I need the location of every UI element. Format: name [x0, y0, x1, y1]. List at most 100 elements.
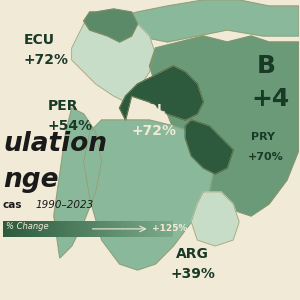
Bar — [66, 220, 68, 237]
Text: ECU: ECU — [24, 34, 55, 47]
Bar — [22, 220, 23, 237]
Bar — [20, 220, 22, 237]
Bar — [61, 220, 63, 237]
Bar — [116, 220, 117, 237]
Bar — [158, 220, 160, 237]
Bar — [124, 220, 126, 237]
Bar — [49, 220, 51, 237]
Bar — [95, 220, 97, 237]
Polygon shape — [149, 36, 299, 216]
Bar — [167, 220, 168, 237]
Bar — [23, 220, 25, 237]
Bar — [110, 220, 112, 237]
Bar — [30, 220, 32, 237]
Bar — [63, 220, 64, 237]
Bar — [112, 220, 114, 237]
Bar — [54, 220, 56, 237]
Bar — [27, 220, 28, 237]
Bar — [97, 220, 98, 237]
Text: 1990–2023: 1990–2023 — [36, 200, 94, 211]
Bar — [85, 220, 86, 237]
Bar — [143, 220, 144, 237]
Bar — [78, 220, 80, 237]
Bar — [15, 220, 16, 237]
Bar — [3, 220, 5, 237]
Bar — [117, 220, 119, 237]
Bar — [154, 220, 156, 237]
Text: BOL: BOL — [137, 103, 166, 116]
Bar — [92, 220, 93, 237]
Text: +72%: +72% — [131, 124, 176, 137]
Bar — [13, 220, 15, 237]
Bar — [32, 220, 34, 237]
Bar — [93, 220, 95, 237]
Bar — [126, 220, 127, 237]
Bar — [40, 220, 42, 237]
Bar — [80, 220, 81, 237]
Bar — [133, 220, 134, 237]
Bar — [156, 220, 158, 237]
Text: ARG: ARG — [176, 247, 209, 260]
Bar — [98, 220, 100, 237]
Bar — [109, 220, 110, 237]
Polygon shape — [108, 0, 299, 42]
Bar — [168, 220, 170, 237]
Bar — [69, 220, 71, 237]
Bar — [86, 220, 88, 237]
Text: nge: nge — [3, 167, 58, 193]
Bar — [102, 220, 103, 237]
Bar — [71, 220, 73, 237]
Bar — [56, 220, 58, 237]
Bar — [141, 220, 143, 237]
Bar — [73, 220, 75, 237]
Bar — [44, 220, 46, 237]
Bar — [42, 220, 44, 237]
Polygon shape — [84, 9, 137, 42]
Bar — [151, 220, 153, 237]
Bar — [88, 220, 90, 237]
Bar — [146, 220, 148, 237]
Bar — [47, 220, 49, 237]
Bar — [10, 220, 11, 237]
Bar — [51, 220, 52, 237]
Bar — [8, 220, 10, 237]
Text: PER: PER — [48, 100, 78, 113]
Bar — [6, 220, 8, 237]
Bar — [122, 220, 124, 237]
Bar — [64, 220, 66, 237]
Bar — [75, 220, 76, 237]
Bar — [107, 220, 109, 237]
Polygon shape — [120, 66, 203, 120]
Bar — [18, 220, 20, 237]
Bar — [76, 220, 78, 237]
Polygon shape — [185, 120, 233, 174]
Bar — [148, 220, 149, 237]
Bar — [128, 220, 129, 237]
Polygon shape — [72, 18, 155, 102]
Bar — [5, 220, 6, 237]
Bar — [35, 220, 37, 237]
Bar — [68, 220, 69, 237]
Bar — [25, 220, 27, 237]
Bar — [170, 220, 172, 237]
Text: +70%: +70% — [248, 152, 284, 163]
Bar — [28, 220, 30, 237]
Bar — [105, 220, 107, 237]
Bar — [90, 220, 92, 237]
Text: +39%: +39% — [170, 268, 215, 281]
Bar — [163, 220, 165, 237]
Bar — [172, 220, 173, 237]
Bar — [119, 220, 121, 237]
Bar — [139, 220, 141, 237]
Bar — [39, 220, 41, 237]
Bar — [131, 220, 133, 237]
Text: % Change: % Change — [6, 222, 49, 231]
Bar — [52, 220, 54, 237]
Bar — [149, 220, 151, 237]
Bar — [58, 220, 59, 237]
Bar — [59, 220, 61, 237]
Text: +125%: +125% — [152, 224, 188, 233]
Bar — [134, 220, 136, 237]
Bar — [103, 220, 105, 237]
Bar — [11, 220, 13, 237]
